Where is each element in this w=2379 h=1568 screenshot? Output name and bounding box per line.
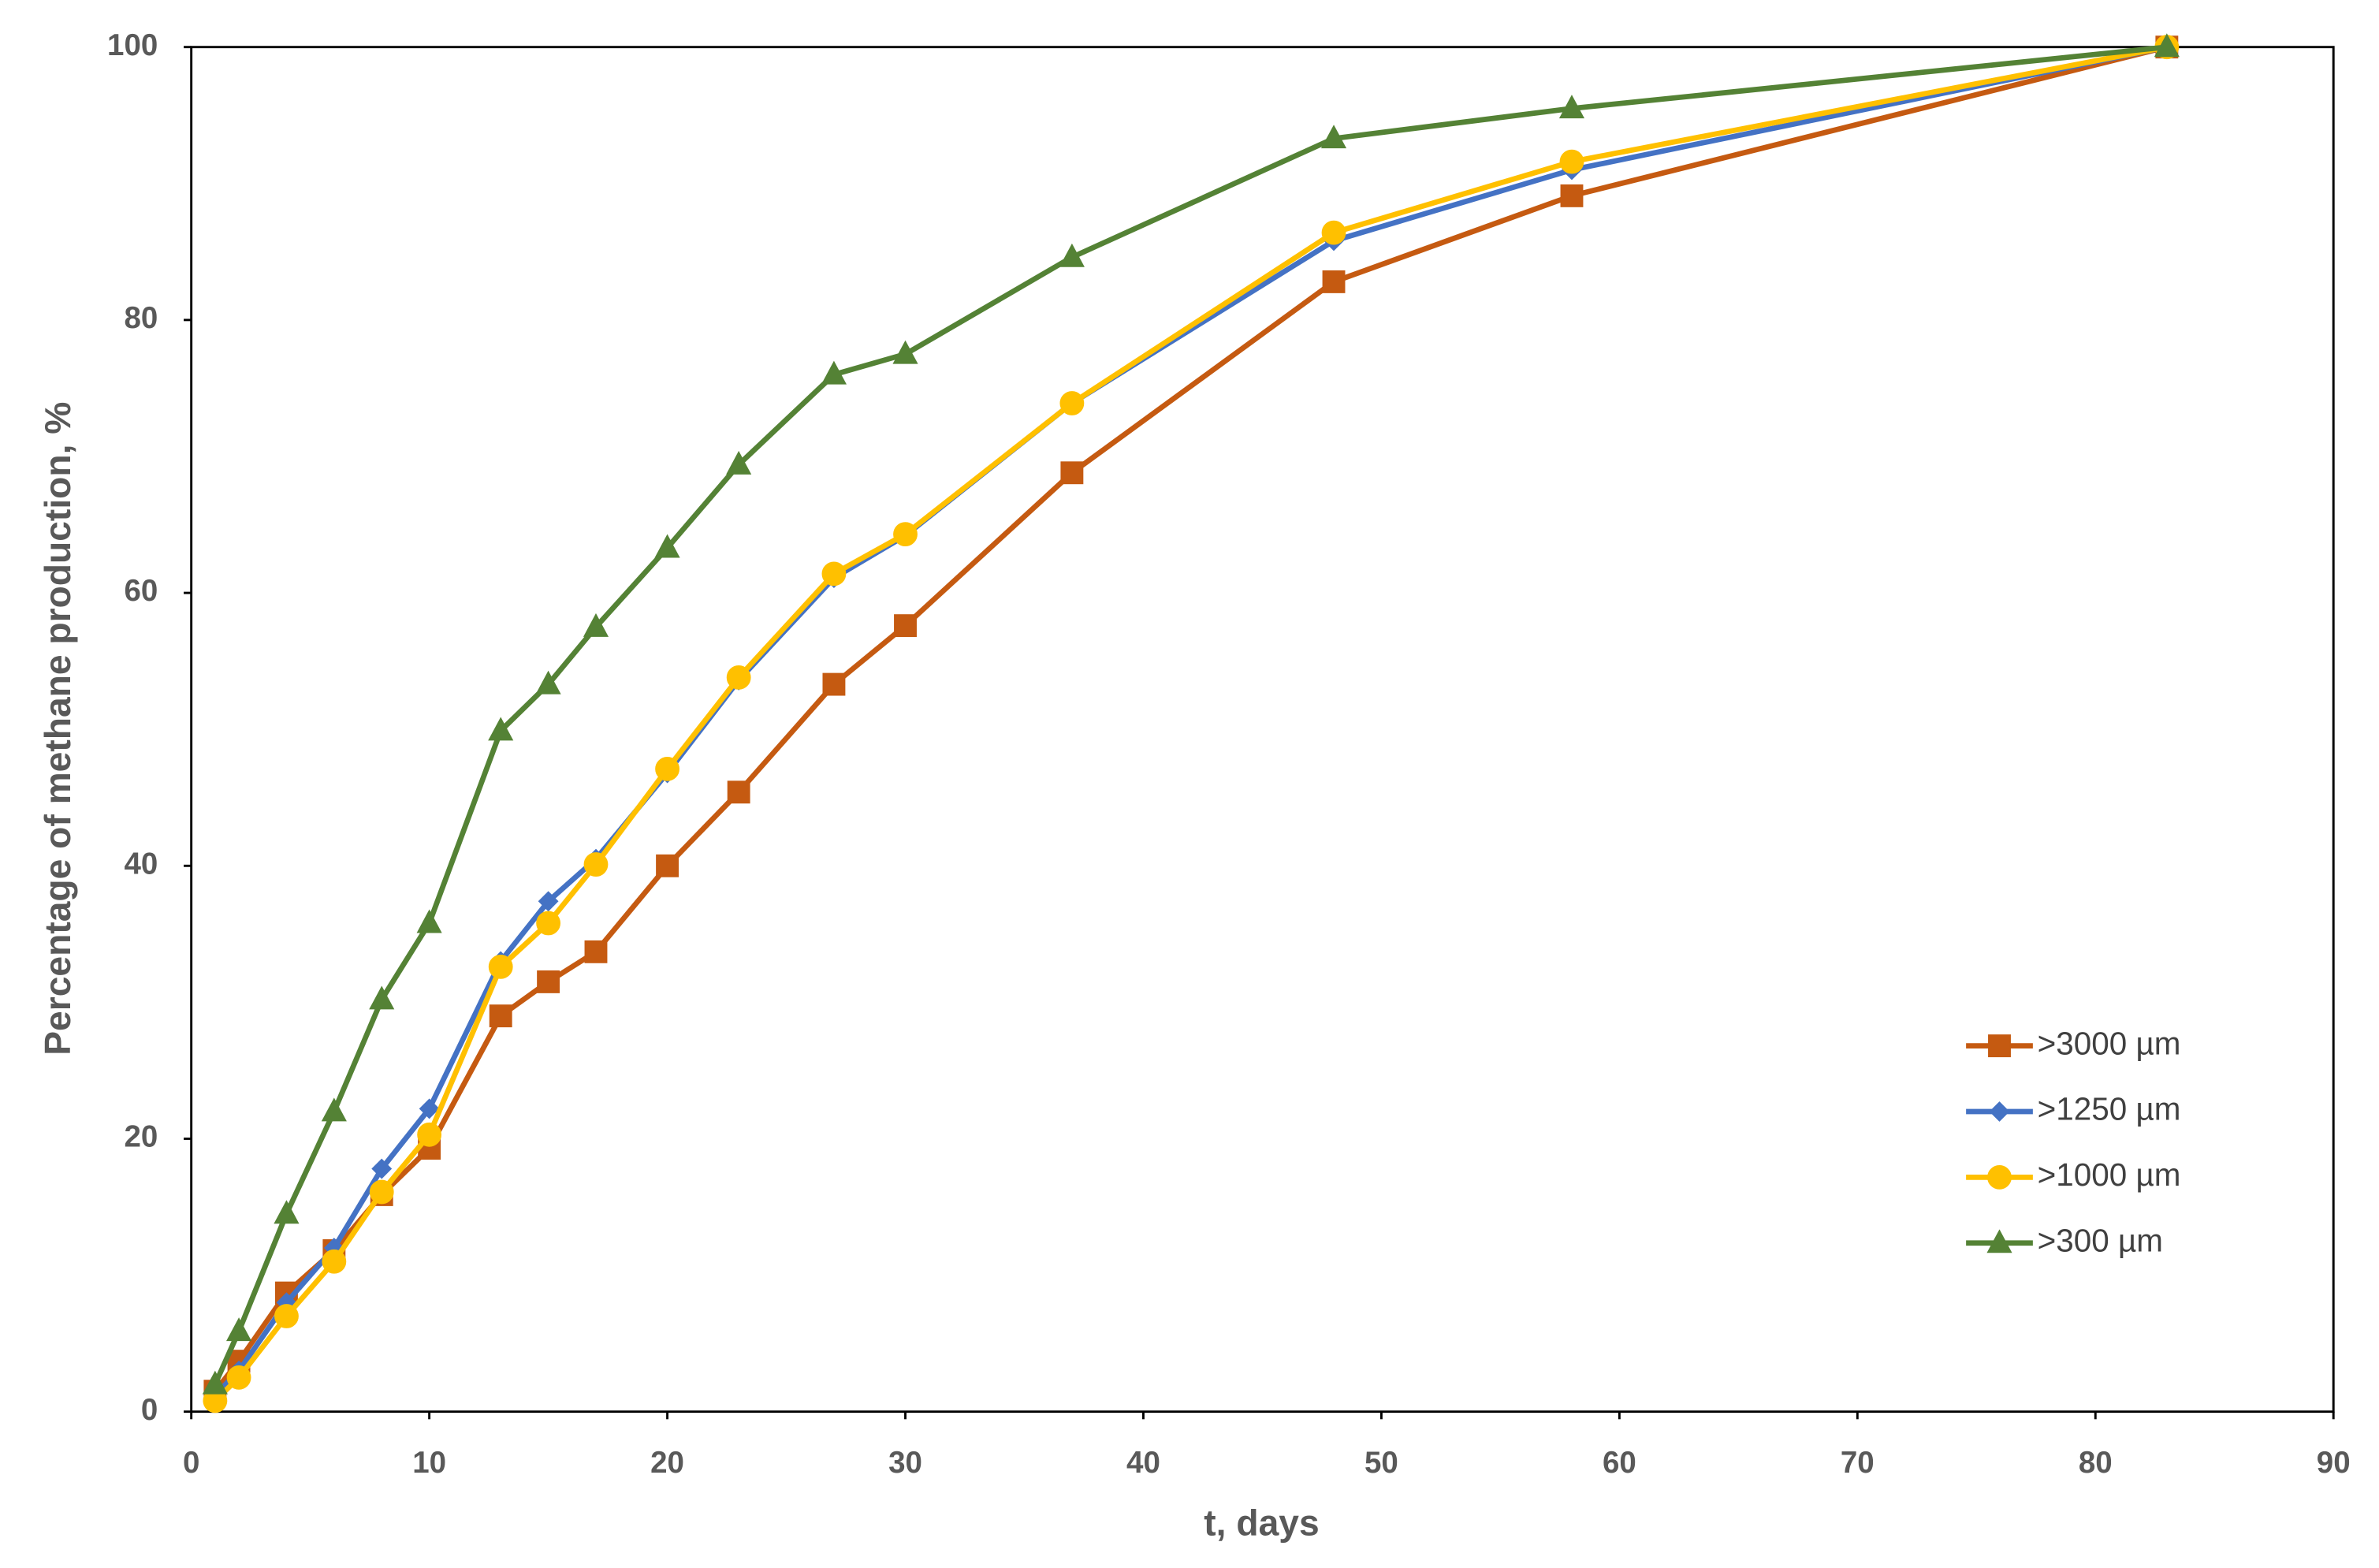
data-point <box>583 852 609 877</box>
data-point <box>727 780 750 804</box>
data-point <box>822 672 846 696</box>
data-point <box>536 911 561 936</box>
y-tick-label: 0 <box>141 1393 158 1427</box>
data-point <box>274 1304 299 1328</box>
y-tick-label: 80 <box>124 301 158 335</box>
y-tick-label: 60 <box>124 574 158 608</box>
data-point <box>1059 391 1085 415</box>
data-point <box>535 670 561 695</box>
data-point <box>202 1370 228 1395</box>
data-point <box>322 1249 347 1274</box>
legend-label: >1000 µm <box>2038 1156 2181 1193</box>
legend-swatch-marker <box>1988 1034 2011 1058</box>
data-point <box>656 854 679 877</box>
data-point <box>321 1097 347 1122</box>
data-point <box>488 954 513 979</box>
data-point <box>821 561 847 587</box>
x-tick-label: 90 <box>2317 1446 2351 1480</box>
x-tick-label: 20 <box>650 1446 684 1480</box>
x-tick-label: 10 <box>412 1446 446 1480</box>
data-point <box>226 1365 251 1390</box>
data-point <box>417 1122 442 1147</box>
legend-label: >3000 µm <box>2038 1025 2181 1061</box>
data-point <box>726 450 752 475</box>
x-tick-label: 0 <box>183 1446 199 1480</box>
data-point <box>226 1317 252 1342</box>
x-tick-label: 60 <box>1603 1446 1636 1480</box>
data-point <box>369 1179 394 1205</box>
data-point <box>726 665 751 690</box>
data-point <box>1320 125 1347 149</box>
legend-swatch-marker <box>1989 1101 2010 1122</box>
legend-swatch-marker <box>1987 1164 2012 1190</box>
data-point <box>274 1200 300 1224</box>
data-point <box>1059 243 1085 267</box>
x-tick-label: 70 <box>1841 1446 1875 1480</box>
y-tick-label: 100 <box>107 28 158 62</box>
legend-label: >300 µm <box>2038 1222 2163 1258</box>
x-axis-title: t, days <box>1204 1502 1319 1543</box>
x-tick-label: 80 <box>2079 1446 2113 1480</box>
data-point <box>894 614 917 638</box>
data-point <box>1322 270 1346 293</box>
data-point <box>1560 184 1584 207</box>
data-point <box>654 534 680 558</box>
data-point <box>416 909 442 933</box>
data-point <box>1559 149 1584 174</box>
y-axis-title: Percentage of methane production, % <box>37 402 78 1056</box>
y-tick-label: 20 <box>124 1120 158 1154</box>
data-point <box>655 756 679 781</box>
data-point <box>584 940 608 963</box>
data-point <box>419 1098 440 1119</box>
data-point <box>821 360 847 385</box>
x-tick-label: 40 <box>1126 1446 1160 1480</box>
legend-swatch-marker <box>1986 1229 2012 1253</box>
series-line <box>213 44 2168 1393</box>
data-point <box>1558 95 1585 119</box>
data-point <box>488 717 514 741</box>
plot-frame <box>190 46 2335 1413</box>
data-point <box>369 985 395 1010</box>
legend-label: >1250 µm <box>2038 1091 2181 1127</box>
data-point <box>893 522 918 547</box>
data-point <box>538 891 559 912</box>
data-point <box>583 613 609 637</box>
data-point <box>2154 33 2180 58</box>
x-tick-label: 50 <box>1364 1446 1398 1480</box>
y-tick-label: 40 <box>124 847 158 881</box>
data-point <box>1060 461 1084 485</box>
series-line <box>212 44 2168 1386</box>
data-point <box>489 1004 512 1028</box>
data-point <box>371 1158 393 1179</box>
data-point <box>537 970 560 993</box>
data-point <box>1321 220 1346 245</box>
x-tick-label: 30 <box>888 1446 922 1480</box>
data-point <box>892 340 918 364</box>
